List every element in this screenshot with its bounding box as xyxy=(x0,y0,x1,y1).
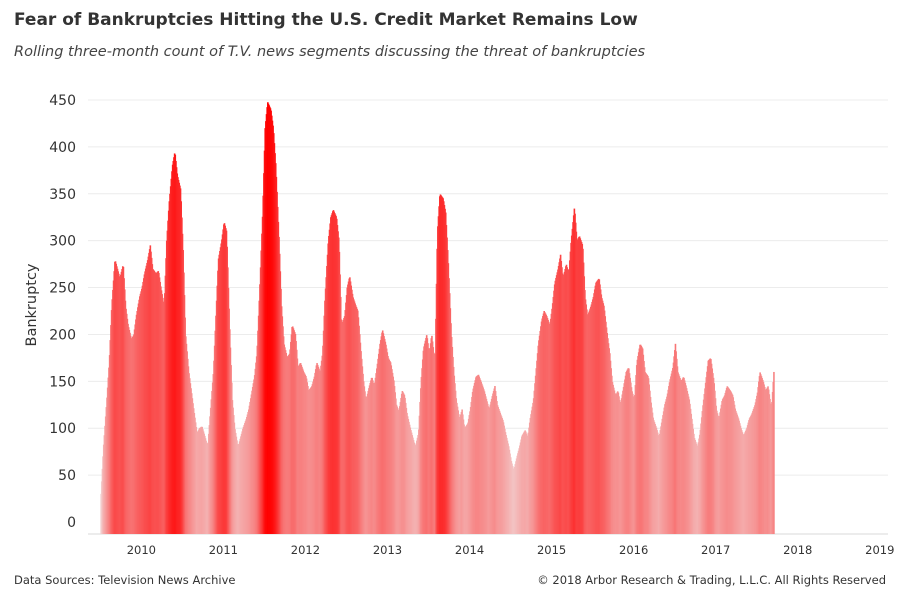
y-tick-label: 50 xyxy=(58,468,76,484)
y-tick-label: 450 xyxy=(49,93,76,109)
y-tick-label: 150 xyxy=(49,374,76,390)
bar xyxy=(773,371,775,534)
chart-subtitle: Rolling three-month count of T.V. news s… xyxy=(14,44,646,60)
x-tick-label: 2012 xyxy=(291,543,320,557)
x-tick-label: 2010 xyxy=(127,543,156,557)
x-tick-label: 2016 xyxy=(619,543,648,557)
x-tick-label: 2014 xyxy=(455,543,484,557)
copyright: © 2018 Arbor Research & Trading, L.L.C. … xyxy=(537,573,886,587)
x-tick-label: 2019 xyxy=(865,543,894,557)
x-tick-label: 2017 xyxy=(701,543,730,557)
y-tick-label: 200 xyxy=(49,327,76,343)
x-tick-label: 2013 xyxy=(373,543,402,557)
y-axis-label: Bankruptcy xyxy=(24,263,40,346)
y-tick-label: 300 xyxy=(49,234,76,250)
x-tick-label: 2011 xyxy=(209,543,238,557)
y-tick-label: 0 xyxy=(67,515,76,531)
chart-title: Fear of Bankruptcies Hitting the U.S. Cr… xyxy=(14,10,638,30)
y-tick-label: 100 xyxy=(49,421,76,437)
bars-group xyxy=(100,102,775,535)
y-axis-ticks: 0 50 100 150 200 250 300 350 400 450 xyxy=(49,93,76,531)
data-source: Data Sources: Television News Archive xyxy=(14,573,236,587)
y-tick-label: 400 xyxy=(49,140,76,156)
x-tick-label: 2015 xyxy=(537,543,566,557)
y-tick-label: 350 xyxy=(49,187,76,203)
y-tick-label: 250 xyxy=(49,281,76,297)
x-tick-label: 2018 xyxy=(783,543,812,557)
x-axis-ticks: 2010 2011 2012 2013 2014 2015 2016 2017 2018 2019 xyxy=(127,543,895,557)
